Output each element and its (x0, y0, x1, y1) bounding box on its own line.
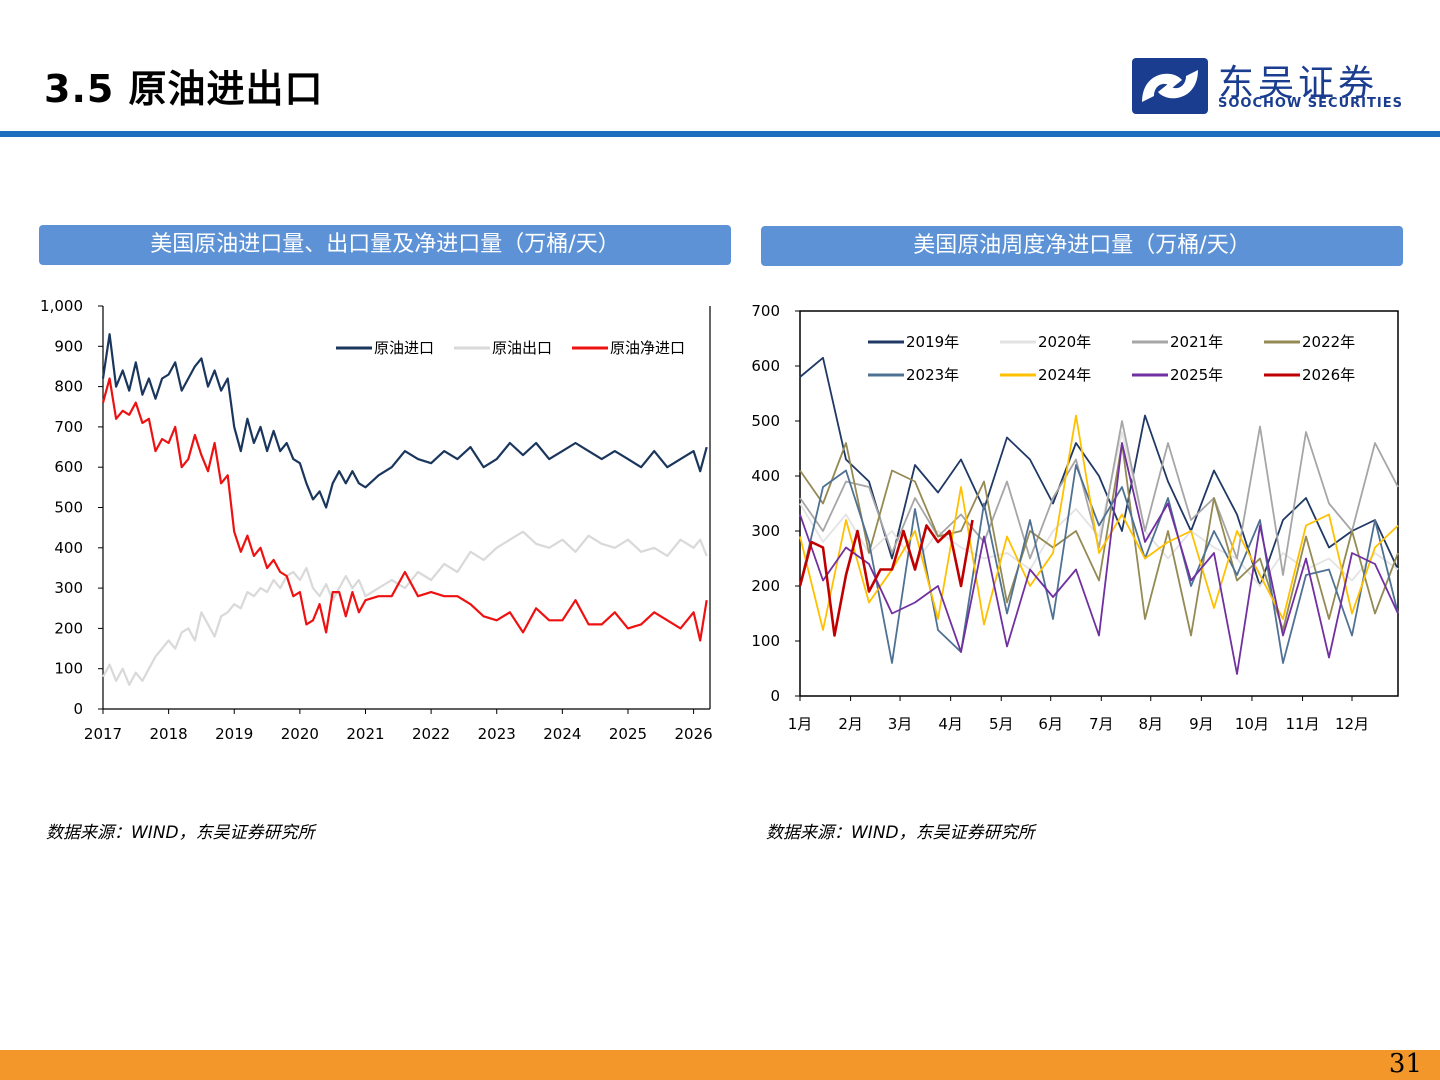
x-tick-label: 2025 (609, 725, 647, 743)
series-line-3 (799, 442, 1399, 637)
y-tick-label: 900 (54, 337, 83, 355)
left-source-note: 数据来源：WIND，东吴证券研究所 (46, 823, 315, 843)
left-chart: 0 100 200 300 400 500 600 700 800 900 1,000 2017 201… (40, 297, 713, 743)
legend-label: 2021年 (1170, 333, 1223, 351)
logo-english-name: SOOCHOW SECURITIES (1218, 96, 1403, 111)
x-tick-label: 10月 (1235, 715, 1269, 733)
y-tick-label: 700 (751, 302, 780, 320)
legend-label: 2025年 (1170, 366, 1223, 384)
left-chart-header: 美国原油进口量、出口量及净进口量（万桶/天） (39, 225, 731, 265)
x-tick-label: 1月 (788, 715, 813, 733)
series-line-2 (101, 377, 708, 642)
logo-name: 东吴证券 (1218, 63, 1379, 104)
series-line-2 (799, 420, 1399, 576)
legend-label: 2019年 (906, 333, 959, 351)
legend-label: 2024年 (1038, 366, 1091, 384)
legend-label: 原油净进口 (610, 339, 685, 357)
legend-label: 2022年 (1302, 333, 1355, 351)
y-tick-label: 100 (54, 660, 83, 678)
x-tick-label: 9月 (1189, 715, 1214, 733)
y-tick-label: 100 (751, 632, 780, 650)
x-tick-label: 11月 (1286, 715, 1320, 733)
x-tick-label: 3月 (888, 715, 913, 733)
company-logo: 东吴证券 SOOCHOW SECURITIES (1132, 56, 1412, 116)
series-line-5 (799, 414, 1399, 631)
y-tick-label: 400 (54, 539, 83, 557)
x-tick-label: 2017 (84, 725, 122, 743)
legend-label: 2023年 (906, 366, 959, 384)
legend-label: 原油进口 (374, 339, 434, 357)
x-tick-label: 2023 (478, 725, 516, 743)
legend-label: 原油出口 (492, 339, 552, 357)
y-tick-label: 500 (751, 412, 780, 430)
y-tick-label: 600 (751, 357, 780, 375)
x-tick-label: 2019 (215, 725, 253, 743)
y-tick-label: 0 (73, 700, 83, 718)
series-line-0 (799, 356, 1399, 587)
y-tick-label: 400 (751, 467, 780, 485)
x-tick-label: 8月 (1138, 715, 1163, 733)
right-source-note: 数据来源：WIND，东吴证券研究所 (766, 823, 1035, 843)
y-tick-label: 200 (751, 577, 780, 595)
x-tick-label: 6月 (1038, 715, 1063, 733)
title-rule (0, 131, 1440, 137)
x-tick-label: 12月 (1335, 715, 1369, 733)
y-tick-label: 600 (54, 458, 83, 476)
y-tick-label: 700 (54, 418, 83, 436)
y-tick-label: 200 (54, 619, 83, 637)
legend-label: 2026年 (1302, 366, 1355, 384)
y-tick-label: 300 (751, 522, 780, 540)
legend-label: 2020年 (1038, 333, 1091, 351)
series-line-7 (798, 519, 974, 637)
series-line-4 (799, 464, 1399, 664)
x-tick-label: 2018 (150, 725, 188, 743)
y-tick-label: 0 (770, 687, 780, 705)
series-line-6 (799, 442, 1399, 675)
series-line-1 (102, 530, 708, 686)
right-chart: 0 100 200 300 400 500 600 700 1月 2月 3月 4月 5月 6月 7月 8月 9月… (751, 302, 1399, 733)
page-title: 3.5 原油进出口 (44, 67, 324, 111)
x-tick-label: 5月 (989, 715, 1014, 733)
x-tick-label: 2026 (675, 725, 713, 743)
right-chart-header: 美国原油周度净进口量（万桶/天） (761, 226, 1403, 266)
x-tick-label: 2022 (412, 725, 450, 743)
x-tick-label: 2020 (281, 725, 319, 743)
x-tick-label: 4月 (938, 715, 963, 733)
page-number: 31 (1388, 1049, 1422, 1079)
x-tick-label: 2月 (838, 715, 863, 733)
logo-mark-icon (1132, 58, 1208, 114)
x-tick-label: 7月 (1089, 715, 1114, 733)
series-line-1 (799, 431, 1399, 587)
x-tick-label: 2021 (346, 725, 384, 743)
y-tick-label: 800 (54, 378, 83, 396)
y-tick-label: 1,000 (40, 297, 83, 315)
footer-bar (0, 1050, 1440, 1080)
y-tick-label: 500 (54, 499, 83, 517)
series-line-0 (101, 333, 708, 509)
y-tick-label: 300 (54, 579, 83, 597)
x-tick-label: 2024 (543, 725, 581, 743)
